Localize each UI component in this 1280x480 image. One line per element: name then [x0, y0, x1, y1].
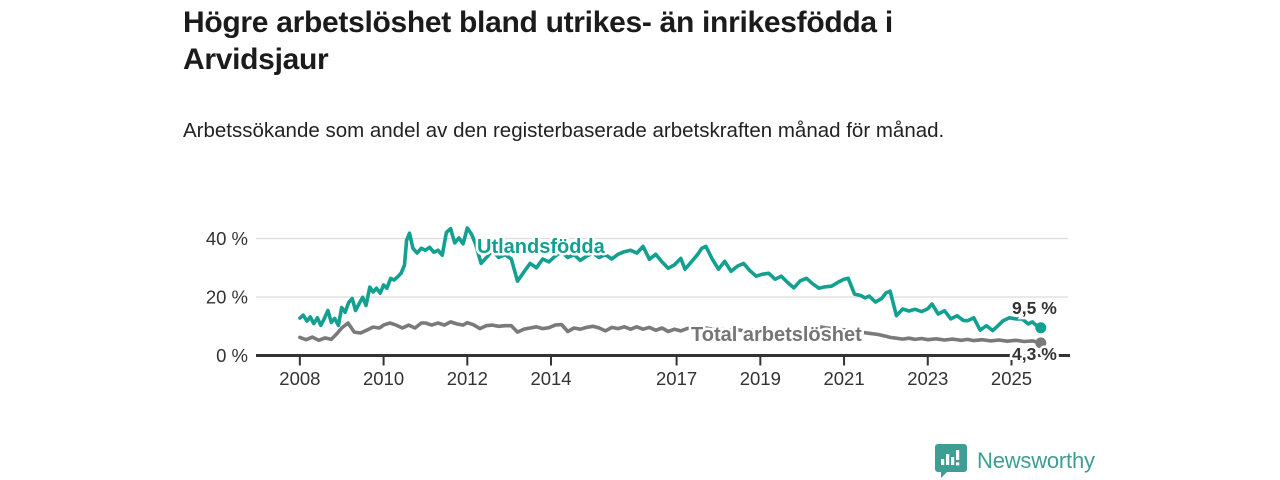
y-tick-label: 20 % [206, 287, 248, 308]
x-tick-label: 2010 [363, 368, 404, 389]
series-end-label-0: 9,5 % [1012, 298, 1057, 318]
series-label-1: Total arbetslöshet [691, 324, 862, 346]
x-tick-label: 2023 [907, 368, 948, 389]
x-tick-label: 2025 [991, 368, 1032, 389]
series-line-0 [298, 226, 1043, 333]
logo-bar-chart-glyph [941, 450, 960, 466]
x-tick-label: 2012 [447, 368, 488, 389]
series-line-1 [298, 320, 1043, 345]
newsworthy-logo-icon [935, 444, 967, 478]
x-tick-label: 2008 [279, 368, 320, 389]
y-tick-label: 40 % [206, 228, 248, 249]
newsworthy-logo[interactable]: Newsworthy [934, 444, 1095, 478]
chart-subtitle: Arbetssökande som andel av den registerb… [183, 119, 945, 142]
series-label-0: Utlandsfödda [477, 236, 606, 258]
series-end-label-1: 4,3 % [1012, 344, 1057, 364]
page-title: Högre arbetslöshet bland utrikes- än inr… [183, 6, 893, 76]
x-tick-label: 2017 [656, 368, 697, 389]
y-tick-label: 0 % [216, 345, 248, 366]
series-end-dot-0 [1035, 322, 1047, 334]
series-end-dot-1 [1035, 337, 1047, 349]
x-tick-label: 2014 [530, 368, 571, 389]
x-tick-label: 2021 [823, 368, 864, 389]
newsworthy-logo-text: Newsworthy [977, 448, 1095, 473]
x-tick-label: 2019 [740, 368, 781, 389]
